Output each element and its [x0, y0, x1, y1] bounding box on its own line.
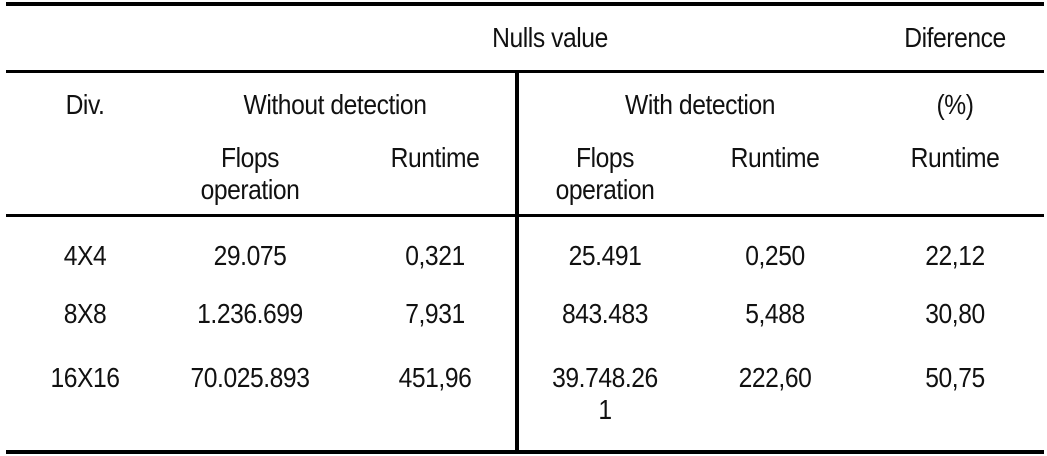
cell-runtime-without: 451,96: [398, 362, 472, 393]
cell-div: 16X16: [50, 362, 120, 393]
cell-flops-with: 843.483: [562, 298, 648, 329]
cell-div: 4X4: [63, 240, 107, 271]
subheader-runtime-with: Runtime: [730, 142, 820, 173]
header-rule: [6, 70, 1044, 73]
subheader-flops-without: Flops operation: [200, 142, 300, 205]
cell-difference: 22,12: [925, 240, 985, 271]
cell-div: 8X8: [63, 298, 107, 329]
header-div: Div.: [65, 89, 105, 120]
bottom-rule: [6, 450, 1044, 454]
cell-runtime-with: 5,488: [745, 298, 805, 329]
header-percent: (%): [936, 89, 974, 120]
body-rule: [6, 214, 1044, 217]
header-with-detection: With detection: [625, 89, 775, 120]
cell-runtime-with: 222,60: [738, 362, 812, 393]
cell-runtime-with: 0,250: [745, 240, 805, 271]
cell-runtime-without: 7,931: [405, 298, 465, 329]
subheader-runtime-without: Runtime: [390, 142, 480, 173]
cell-flops-without: 70.025.893: [190, 362, 310, 393]
cell-flops-with-line2: 1: [598, 394, 612, 425]
top-rule: [6, 2, 1044, 6]
cell-runtime-without: 0,321: [405, 240, 465, 271]
cell-difference: 30,80: [925, 298, 985, 329]
group-header-nulls-value: Nulls value: [492, 22, 608, 53]
cell-flops-with: 25.491: [568, 240, 642, 271]
cell-flops-with-line1: 39.748.26: [552, 362, 658, 393]
cell-flops-without: 1.236.699: [197, 298, 303, 329]
subheader-flops-with: Flops operation: [555, 142, 655, 205]
cell-difference: 50,75: [925, 362, 985, 393]
header-difference: Diference: [904, 22, 1006, 53]
header-without-detection: Without detection: [243, 89, 427, 120]
cell-flops-without: 29.075: [213, 240, 287, 271]
subheader-runtime-difference: Runtime: [910, 142, 1000, 173]
group-separator: [515, 72, 519, 454]
cell-flops-with: 39.748.26 1: [526, 362, 684, 426]
